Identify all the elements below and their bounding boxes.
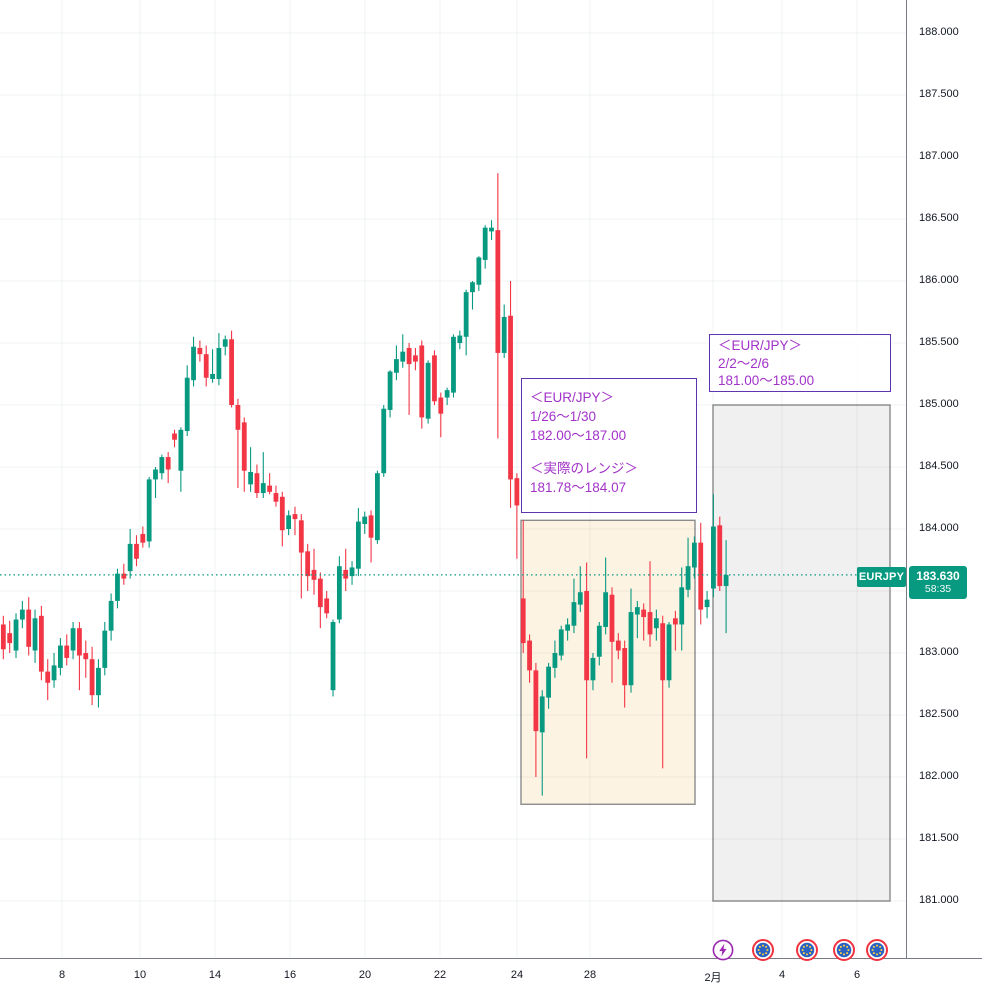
price-tick-label: 184.000 xyxy=(919,522,959,534)
time-axis[interactable]: 8 10 14 16 20 22 24 28 2月 4 6 xyxy=(0,958,982,1001)
eu-economic-event-icon[interactable] xyxy=(865,938,889,967)
price-tick-label: 188.000 xyxy=(919,26,959,38)
annotation-title: ＜EUR/JPY＞ xyxy=(530,390,615,405)
price-tick-label: 181.500 xyxy=(919,832,959,844)
annotation-title: ＜EUR/JPY＞ xyxy=(718,338,803,353)
price-tick-label: 186.500 xyxy=(919,212,959,224)
annotation-spacer xyxy=(530,445,688,459)
time-tick-label: 8 xyxy=(58,969,66,981)
time-tick-label: 24 xyxy=(510,969,524,981)
price-tick-label: 185.000 xyxy=(919,398,959,410)
annotation-subrange: 181.78～184.07 xyxy=(530,480,627,495)
annotation-box-jan-range[interactable]: ＜EUR/JPY＞ 1/26～1/30 182.00～187.00 ＜実際のレン… xyxy=(521,378,697,513)
price-tick-label: 185.500 xyxy=(919,336,959,348)
time-tick-label: 16 xyxy=(283,969,297,981)
current-price-value: 183.630 xyxy=(916,569,960,583)
economic-event-lightning-icon[interactable] xyxy=(711,938,735,967)
annotation-subtitle: ＜実際のレンジ＞ xyxy=(530,461,638,476)
eu-economic-event-icon[interactable] xyxy=(832,938,856,967)
price-tick-label: 187.000 xyxy=(919,150,959,162)
annotation-period: 2/2～2/6 xyxy=(718,355,770,371)
price-tick-label: 184.500 xyxy=(919,460,959,472)
price-tick-label: 183.000 xyxy=(919,646,959,658)
eu-economic-event-icon[interactable] xyxy=(795,938,819,967)
time-tick-label: 22 xyxy=(433,969,447,981)
price-tick-label: 182.500 xyxy=(919,708,959,720)
price-axis[interactable]: 188.000 187.500 187.000 186.500 186.000 185.5… xyxy=(906,0,982,958)
price-tick-label: 186.000 xyxy=(919,274,959,286)
annotation-range: 182.00～187.00 xyxy=(530,428,627,443)
price-tick-label: 187.500 xyxy=(919,88,959,100)
time-tick-label: 6 xyxy=(853,969,861,981)
time-tick-label: 2月 xyxy=(704,972,722,984)
candles-series xyxy=(0,173,729,796)
annotation-period: 1/26～1/30 xyxy=(530,409,597,424)
annotation-box-feb-range[interactable]: ＜EUR/JPY＞ 2/2～2/6 181.00～185.00 xyxy=(709,334,891,392)
price-tick-label: 181.000 xyxy=(919,894,959,906)
time-tick-label: 4 xyxy=(778,969,786,981)
actual-range-box[interactable] xyxy=(520,519,696,805)
annotation-range: 181.00～185.00 xyxy=(718,373,815,388)
price-tick-label: 182.000 xyxy=(919,770,959,782)
eu-economic-event-icon[interactable] xyxy=(751,938,775,967)
time-tick-label: 14 xyxy=(208,969,222,981)
time-tick-label: 10 xyxy=(133,969,147,981)
symbol-price-tag: EURJPY xyxy=(857,567,906,587)
time-tick-label: 28 xyxy=(583,969,597,981)
forecast-range-box[interactable] xyxy=(712,404,891,902)
time-tick-label: 20 xyxy=(358,969,372,981)
current-price-label: 183.630 58:35 xyxy=(909,566,967,599)
candle-countdown: 58:35 xyxy=(924,583,952,595)
